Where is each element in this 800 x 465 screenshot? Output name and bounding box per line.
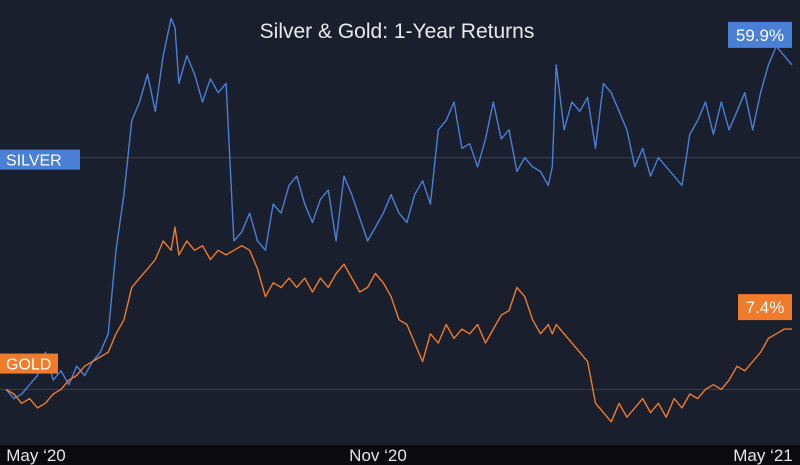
end-label-box-silver [728,21,792,48]
end-label-text-silver: 59.9% [736,26,784,45]
grid-lines [0,157,800,390]
chart-title: Silver & Gold: 1-Year Returns [260,20,535,43]
series-line-silver [5,17,793,400]
end-label-silver: 59.9% [728,21,792,48]
series-lines [5,17,793,423]
x-tick-label-2: May ‘21 [733,446,793,465]
series-label-gold: GOLD [0,353,58,374]
x-axis-ticks: May ‘20 Nov ‘20 May ‘21 [6,446,793,465]
series-labels: SILVER GOLD [0,149,80,374]
series-label-box-gold [0,353,58,374]
series-label-text-gold: GOLD [6,357,51,374]
plot-background [0,0,800,445]
end-label-text-gold: 7.4% [746,298,785,317]
x-tick-label-0: May ‘20 [6,446,66,465]
end-label-gold: 7.4% [738,294,792,321]
series-label-silver: SILVER [0,149,80,170]
series-label-text-silver: SILVER [6,153,62,170]
end-label-box-gold [738,294,792,321]
series-line-gold [5,226,792,423]
x-tick-label-1: Nov ‘20 [349,446,407,465]
end-labels: 59.9% 7.4% [728,21,792,321]
series-label-box-silver [0,149,80,170]
